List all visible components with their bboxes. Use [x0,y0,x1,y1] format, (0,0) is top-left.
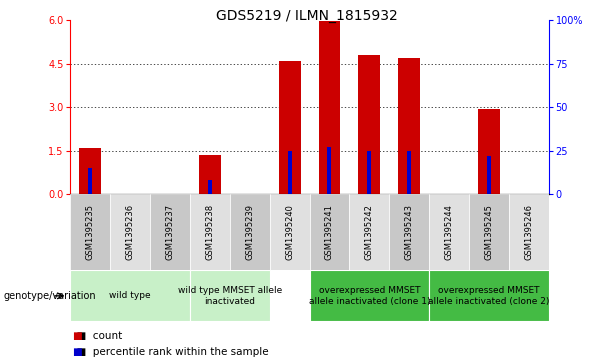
Text: overexpressed MMSET
allele inactivated (clone 2): overexpressed MMSET allele inactivated (… [428,286,550,306]
Bar [407,151,411,194]
Text: ■: ■ [72,331,82,341]
Bar [70,194,110,270]
Bar [398,58,420,194]
Text: GDS5219 / ILMN_1815932: GDS5219 / ILMN_1815932 [216,9,397,23]
Text: GSM1395246: GSM1395246 [524,204,533,260]
Bar [190,270,270,321]
Text: ■  percentile rank within the sample: ■ percentile rank within the sample [70,347,269,357]
Text: GSM1395239: GSM1395239 [245,204,254,260]
Bar [70,270,190,321]
Text: GSM1395242: GSM1395242 [365,204,374,260]
Bar [389,194,429,270]
Text: GSM1395237: GSM1395237 [166,204,175,260]
Text: GSM1395235: GSM1395235 [86,204,95,260]
Bar [469,194,509,270]
Text: GSM1395236: GSM1395236 [126,204,135,260]
Text: overexpressed MMSET
allele inactivated (clone 1): overexpressed MMSET allele inactivated (… [308,286,430,306]
Bar [429,194,469,270]
Bar [80,148,101,194]
Bar [319,21,340,194]
Text: GSM1395240: GSM1395240 [285,204,294,260]
Bar [150,194,190,270]
Text: ■  count: ■ count [70,331,123,341]
Bar [190,194,230,270]
Bar [88,168,93,194]
Bar [230,194,270,270]
Text: genotype/variation: genotype/variation [3,291,96,301]
Text: wild type: wild type [110,291,151,300]
Bar [310,194,349,270]
Bar [487,156,491,194]
Bar [270,194,310,270]
Bar [279,61,300,194]
Text: GSM1395238: GSM1395238 [205,204,215,260]
Bar [287,151,292,194]
Bar [199,155,221,194]
Bar [478,109,500,194]
Bar [509,194,549,270]
Bar [359,55,380,194]
Bar [349,194,389,270]
Text: GSM1395241: GSM1395241 [325,204,334,260]
Text: GSM1395244: GSM1395244 [444,204,454,260]
Text: GSM1395245: GSM1395245 [484,204,493,260]
Bar [310,270,429,321]
Bar [367,151,371,194]
Text: wild type MMSET allele
inactivated: wild type MMSET allele inactivated [178,286,282,306]
Bar [327,147,332,194]
Bar [208,180,212,194]
Text: ■: ■ [72,347,82,357]
Bar [429,270,549,321]
Text: GSM1395243: GSM1395243 [405,204,414,260]
Bar [110,194,150,270]
